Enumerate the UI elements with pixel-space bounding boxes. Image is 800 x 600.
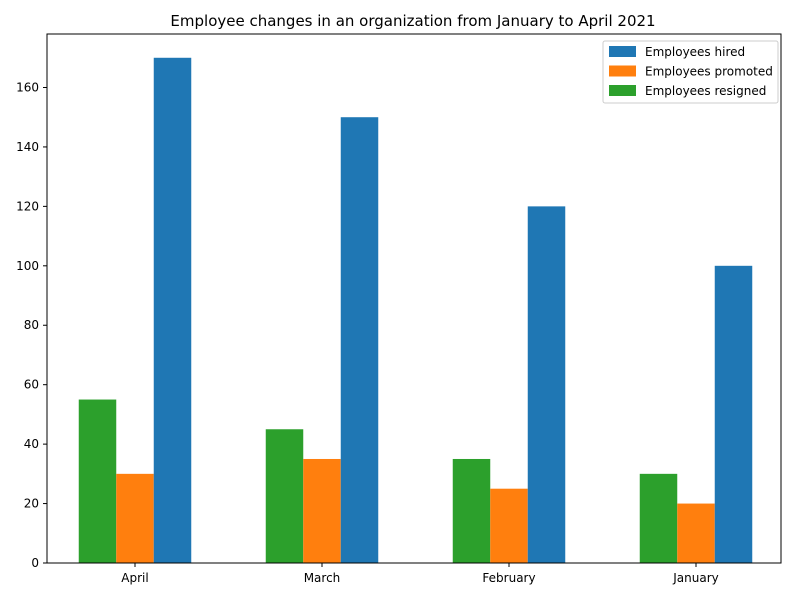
x-tick-label: February — [482, 571, 535, 585]
legend-label: Employees promoted — [645, 65, 773, 79]
y-tick-label: 160 — [16, 80, 39, 94]
y-tick-label: 100 — [16, 259, 39, 273]
bar-employees-promoted-january — [677, 503, 715, 563]
legend-swatch — [609, 65, 636, 77]
y-tick-label: 140 — [16, 140, 39, 154]
legend-swatch — [609, 85, 636, 96]
bar-employees-promoted-april — [116, 473, 154, 563]
x-tick-label: April — [121, 571, 148, 585]
legend-label: Employees resigned — [645, 84, 766, 98]
bar-employees-resigned-march — [265, 429, 304, 563]
x-tick-label: January — [672, 571, 719, 585]
plot-area: 0 20 40 60 80 100 120 140 160 April March February J… — [16, 33, 782, 585]
bar-employees-resigned-april — [78, 399, 117, 563]
legend-box — [602, 40, 779, 104]
bar-employees-resigned-january — [639, 473, 678, 563]
chart-title: Employee changes in an organization from… — [170, 12, 655, 30]
legend-swatch — [609, 46, 636, 57]
y-tick-label: 120 — [16, 199, 39, 213]
y-tick-label: 60 — [24, 378, 39, 392]
bar-employees-hired-april — [153, 57, 192, 563]
bar-employees-hired-january — [714, 265, 753, 563]
bar-employees-resigned-february — [452, 458, 491, 563]
bar-employees-promoted-february — [490, 488, 528, 563]
axes-frame — [46, 33, 782, 564]
bar-employees-hired-march — [340, 117, 379, 564]
y-tick-label: 20 — [24, 497, 39, 511]
legend: Employees hired Employees promoted Employe… — [602, 40, 779, 104]
legend-label: Employees hired — [645, 45, 745, 59]
y-tick-label: 80 — [24, 318, 39, 332]
bar-employees-hired-february — [527, 206, 566, 563]
y-tick-label: 0 — [31, 556, 39, 570]
y-tick-label: 40 — [24, 437, 39, 451]
bar-employees-promoted-march — [303, 458, 341, 563]
x-tick-label: March — [304, 571, 341, 585]
